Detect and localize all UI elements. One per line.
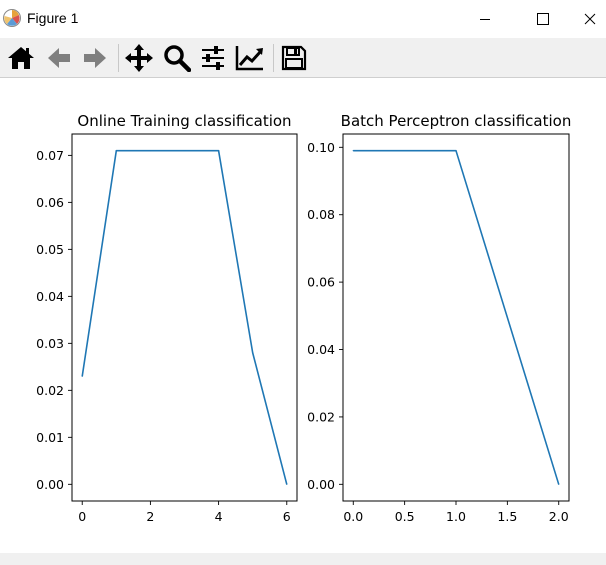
minimize-button[interactable] — [462, 0, 508, 38]
y-tick-label: 0.01 — [36, 430, 64, 445]
home-icon — [8, 47, 34, 69]
save-disk-icon — [281, 45, 307, 71]
y-tick-label: 0.08 — [307, 207, 335, 222]
figure-plot-area: Online Training classification 0 2 4 6 0.00 0.… — [36, 112, 572, 524]
save-button[interactable] — [277, 41, 311, 75]
y-tick-label: 0.03 — [36, 336, 64, 351]
data-point — [183, 150, 186, 152]
close-icon — [584, 13, 596, 25]
y-tick-label: 0.06 — [36, 195, 64, 210]
x-tick-label: 0 — [78, 509, 86, 524]
x-tick-label: 0.0 — [343, 509, 363, 524]
toolbar-separator — [118, 44, 119, 72]
move-icon — [125, 44, 153, 72]
y-tick-label: 0.07 — [36, 148, 64, 163]
chart-title: Batch Perceptron classification — [341, 112, 572, 130]
status-bar — [0, 553, 606, 565]
chart-title: Online Training classification — [77, 112, 291, 130]
window-titlebar: Figure 1 — [0, 0, 606, 38]
y-tick-label: 0.04 — [307, 342, 335, 357]
pan-button[interactable] — [122, 41, 156, 75]
data-point — [558, 483, 560, 485]
y-tick-label: 0.00 — [307, 477, 335, 492]
window-title: Figure 1 — [27, 10, 79, 26]
maximize-icon — [537, 13, 549, 25]
subplots-button[interactable] — [196, 41, 230, 75]
home-button[interactable] — [4, 41, 38, 75]
data-point — [217, 150, 220, 152]
navigation-toolbar — [0, 38, 606, 78]
data-point — [115, 150, 117, 152]
y-tick-label: 0.02 — [307, 409, 335, 424]
zoom-icon — [164, 45, 191, 72]
sliders-icon — [202, 46, 224, 70]
x-tick-label: 1.5 — [497, 509, 517, 524]
y-tick-label: 0.10 — [307, 140, 335, 155]
data-point — [252, 352, 254, 354]
x-tick-label: 2.0 — [549, 509, 569, 524]
x-tick-label: 1.0 — [446, 509, 466, 524]
x-tick-label: 0.5 — [395, 509, 415, 524]
data-point — [81, 375, 83, 377]
axes-frame — [71, 133, 298, 502]
x-tick-label: 6 — [283, 509, 291, 524]
y-tick-label: 0.06 — [307, 275, 335, 290]
arrow-left-icon — [48, 48, 70, 68]
data-point — [455, 150, 457, 152]
series-line — [353, 149, 560, 485]
matplotlib-logo-icon — [3, 9, 21, 27]
x-tick-label: 2 — [146, 509, 154, 524]
series-line — [81, 149, 288, 485]
data-point — [286, 483, 288, 485]
back-button[interactable] — [42, 41, 76, 75]
figure-canvas[interactable]: Online Training classification 0 2 4 6 0.00 0.… — [0, 78, 606, 553]
axes-frame — [342, 133, 570, 502]
maximize-button[interactable] — [520, 0, 566, 38]
data-point — [149, 150, 152, 152]
data-point — [352, 150, 354, 152]
y-tick-label: 0.05 — [36, 242, 64, 257]
y-tick-label: 0.04 — [36, 289, 64, 304]
customize-button[interactable] — [233, 41, 267, 75]
minimize-icon — [480, 19, 490, 20]
toolbar-separator — [273, 44, 274, 72]
y-tick-label: 0.02 — [36, 383, 64, 398]
x-tick-label: 4 — [215, 509, 223, 524]
zoom-button[interactable] — [160, 41, 194, 75]
forward-button[interactable] — [78, 41, 112, 75]
y-tick-label: 0.00 — [36, 477, 64, 492]
trend-chart-icon — [235, 46, 263, 71]
arrow-right-icon — [84, 48, 106, 68]
close-button[interactable] — [574, 0, 606, 38]
